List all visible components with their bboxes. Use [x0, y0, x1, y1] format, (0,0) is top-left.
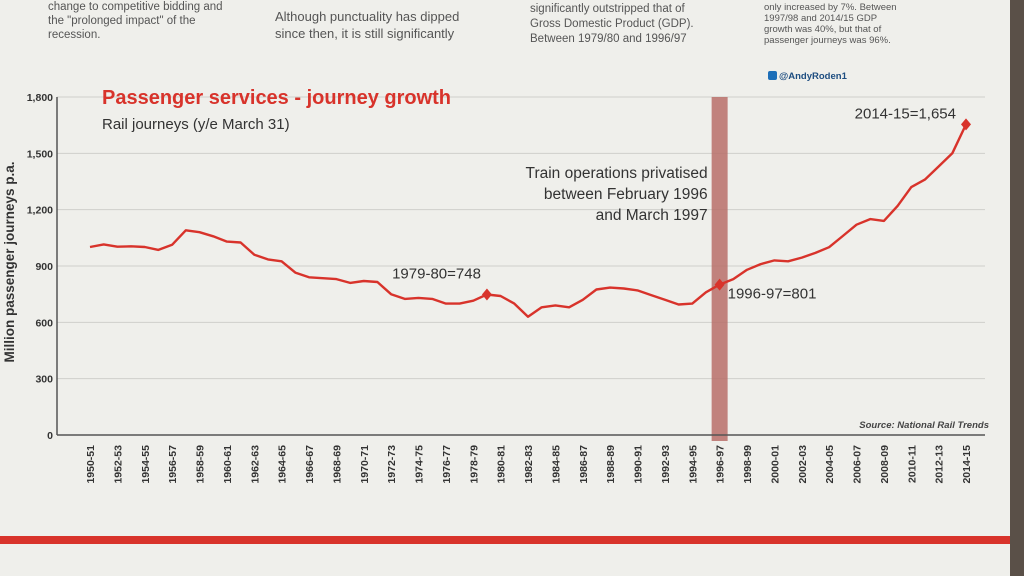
x-tick-label: 1964-65	[277, 445, 289, 484]
x-tick-label: 1984-85	[550, 445, 562, 484]
privatisation-note-line: Train operations privatised	[526, 165, 708, 182]
x-tick-label: 1994-95	[687, 445, 699, 484]
y-tick-label: 600	[35, 317, 53, 329]
privatisation-band	[711, 97, 728, 441]
x-tick-label: 2006-07	[852, 445, 864, 484]
data-point-label: 1979-80=748	[392, 266, 481, 283]
x-tick-label: 1966-67	[304, 445, 316, 484]
chart-subtitle: Rail journeys (y/e March 31)	[102, 116, 290, 133]
y-tick-label: 1,200	[27, 205, 53, 217]
twitter-icon	[768, 71, 777, 80]
x-tick-label: 1982-83	[523, 445, 535, 484]
y-tick-label: 300	[35, 374, 53, 386]
y-axis-label: Million passenger journeys p.a.	[2, 161, 17, 362]
y-tick-label: 900	[35, 261, 53, 273]
x-tick-label: 1976-77	[441, 445, 453, 484]
x-tick-label: 2004-05	[824, 445, 836, 484]
x-tick-label: 2010-11	[906, 445, 918, 483]
data-point-marker	[961, 118, 971, 131]
x-tick-label: 1990-91	[633, 445, 645, 484]
x-tick-label: 1958-59	[195, 445, 207, 484]
article-column-3: significantly outstripped that of Gross …	[530, 3, 694, 45]
x-tick-label: 1992-93	[660, 445, 672, 484]
x-tick-label: 1998-99	[742, 445, 754, 484]
data-point-marker	[481, 288, 492, 301]
data-point-marker	[714, 278, 725, 291]
x-tick-label: 1968-69	[331, 445, 343, 484]
x-tick-label: 1974-75	[414, 445, 426, 484]
twitter-handle: @AndyRoden1	[768, 56, 847, 84]
x-tick-label: 1960-61	[222, 445, 234, 484]
y-tick-label: 1,800	[27, 92, 53, 104]
x-tick-label: 1970-71	[359, 445, 371, 484]
x-tick-label: 2014-15	[961, 445, 973, 484]
privatisation-note-line: between February 1996	[544, 186, 708, 203]
y-tick-labels: 0 300 600 900 1,200 1,500 1,800	[27, 92, 53, 442]
article-column-1: change to competitive bidding and the "p…	[48, 1, 223, 41]
article-column-4: only increased by 7%. Between 1997/98 an…	[764, 2, 897, 46]
series-line	[89, 123, 968, 318]
y-tick-label: 0	[47, 430, 53, 442]
x-tick-label: 1986-87	[578, 445, 590, 484]
x-tick-label: 2012-13	[934, 445, 946, 484]
annotation-markers: 1979-80=748 1996-97=801 2014-15=1,654	[392, 105, 971, 303]
source-note: Source: National Rail Trends	[859, 420, 989, 431]
data-point-label: 1996-97=801	[728, 286, 817, 303]
x-tick-labels: 1950-51 1952-53 1954-55 1956-57 1958-59 1960-…	[85, 445, 973, 484]
twitter-handle-text: @AndyRoden1	[779, 71, 847, 82]
data-point-label: 2014-15=1,654	[855, 105, 956, 122]
x-tick-label: 1996-97	[715, 445, 727, 484]
x-tick-label: 1972-73	[386, 445, 398, 484]
x-tick-label: 1950-51	[85, 445, 97, 484]
chart-gridlines	[57, 96, 985, 380]
x-tick-label: 1956-57	[167, 445, 179, 484]
chart-title: Passenger services - journey growth	[102, 87, 451, 109]
x-tick-label: 2008-09	[879, 445, 891, 484]
x-tick-label: 1988-89	[605, 445, 617, 484]
privatisation-note: Train operations privatised between Febru…	[526, 165, 708, 224]
page-rule	[0, 536, 1010, 544]
x-tick-label: 1980-81	[496, 445, 508, 484]
x-tick-label: 2000-01	[769, 445, 781, 484]
privatisation-note-line: and March 1997	[596, 207, 708, 224]
x-tick-label: 1962-63	[249, 445, 261, 484]
article-column-2: Although punctuality has dipped since th…	[275, 9, 460, 41]
x-tick-label: 1952-53	[112, 445, 124, 484]
x-tick-label: 1978-79	[468, 445, 480, 484]
y-tick-label: 1,500	[27, 148, 53, 160]
x-tick-label: 1954-55	[140, 445, 152, 484]
x-tick-label: 2002-03	[797, 445, 809, 484]
